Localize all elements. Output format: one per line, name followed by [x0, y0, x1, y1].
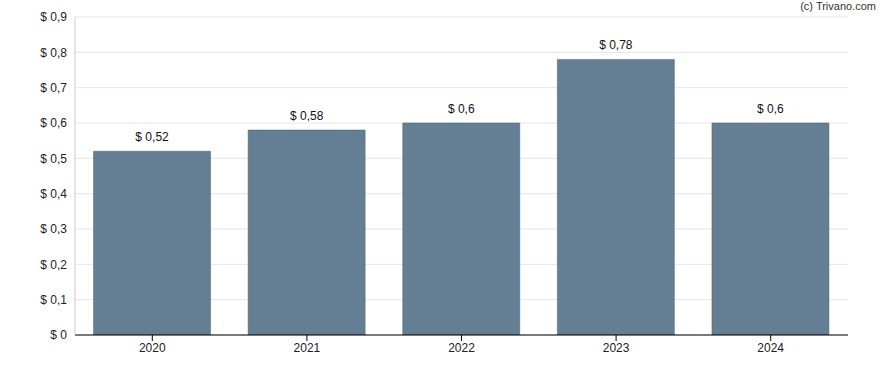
svg-text:$ 0,9: $ 0,9	[40, 10, 67, 24]
svg-text:$ 0,52: $ 0,52	[135, 130, 169, 144]
html-text:(c) Trivano.com: (c) Trivano.com	[800, 0, 876, 12]
svg-text:$ 0,5: $ 0,5	[40, 152, 67, 166]
svg-text:2020: 2020	[139, 341, 166, 355]
svg-text:$ 0,3: $ 0,3	[40, 222, 67, 236]
svg-text:2024: 2024	[757, 341, 784, 355]
svg-text:$ 0,4: $ 0,4	[40, 187, 67, 201]
svg-text:2021: 2021	[294, 341, 321, 355]
svg-text:$ 0: $ 0	[50, 328, 67, 342]
svg-text:$ 0,6: $ 0,6	[448, 102, 475, 116]
svg-text:$ 0,6: $ 0,6	[757, 102, 784, 116]
svg-text:$ 0,8: $ 0,8	[40, 46, 67, 60]
svg-text:$ 0,78: $ 0,78	[599, 38, 633, 52]
svg-text:$ 0,58: $ 0,58	[290, 109, 324, 123]
svg-text:$ 0,6: $ 0,6	[40, 116, 67, 130]
svg-text:$ 0,1: $ 0,1	[40, 293, 67, 307]
svg-text:$ 0,2: $ 0,2	[40, 258, 67, 272]
svg-text:2023: 2023	[603, 341, 630, 355]
svg-text:$ 0,7: $ 0,7	[40, 81, 67, 95]
svg-text:2022: 2022	[448, 341, 475, 355]
